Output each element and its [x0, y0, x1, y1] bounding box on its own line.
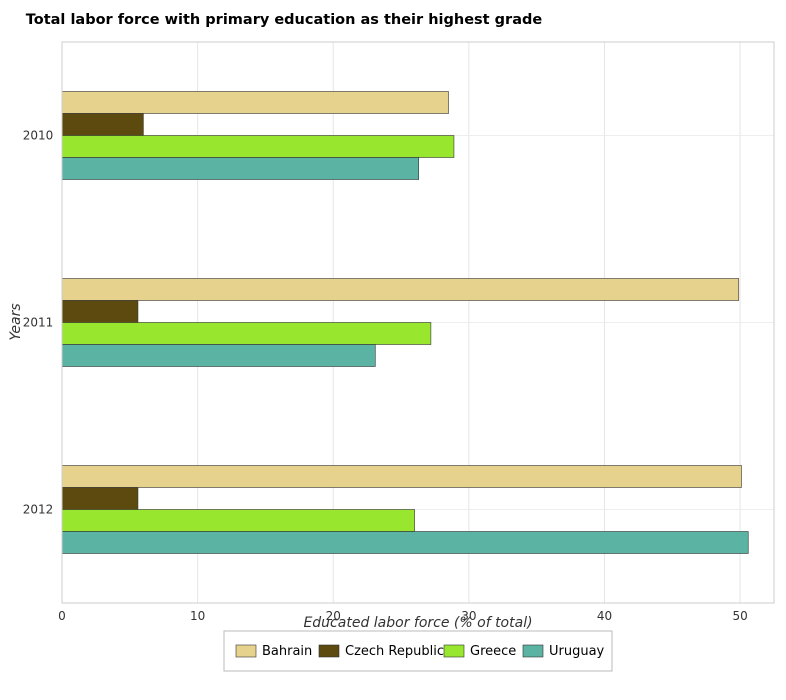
y-ticks: 2010 2011 2012	[23, 129, 54, 517]
bar-bahrain-2012	[61, 465, 742, 488]
bar-czech-republic-2012	[61, 487, 139, 510]
y-tick-label: 2011	[23, 316, 54, 330]
legend-label-uruguay: Uruguay	[549, 644, 605, 659]
x-tick-label: 20	[326, 609, 341, 623]
legend: Bahrain Czech Republic Greece Uruguay	[223, 630, 613, 672]
x-tick-label: 40	[597, 609, 612, 623]
bar-greece-2012	[61, 509, 415, 532]
legend-box	[223, 630, 613, 672]
x-ticks: 0 10 20 30 40 50	[58, 609, 748, 623]
bar-uruguay-2010	[61, 157, 419, 180]
legend-label-bahrain: Bahrain	[262, 644, 312, 659]
bar-czech-republic-2011	[61, 300, 139, 323]
y-axis-label: Years	[8, 303, 24, 340]
bar-uruguay-2012	[61, 531, 749, 554]
bar-bahrain-2011	[61, 278, 740, 301]
plot-frame	[61, 41, 775, 604]
y-tick-label: 2012	[23, 503, 54, 517]
chart-title: Total labor force with primary education…	[26, 12, 543, 28]
bar-czech-republic-2010	[61, 113, 144, 136]
legend-swatch-greece	[443, 644, 465, 658]
x-axis-label: Educated labor force (% of total)	[303, 615, 532, 631]
legend-swatch-bahrain	[235, 644, 257, 658]
legend-swatch-uruguay	[522, 644, 544, 658]
bar-greece-2011	[61, 322, 432, 345]
x-tick-label: 30	[461, 609, 476, 623]
x-tick-label: 10	[190, 609, 205, 623]
x-tick-label: 0	[58, 609, 66, 623]
bar-greece-2010	[61, 135, 455, 158]
x-tick-label: 50	[732, 609, 747, 623]
bar-uruguay-2011	[61, 344, 376, 367]
legend-swatch-czech-republic	[318, 644, 340, 658]
y-tick-label: 2010	[23, 129, 54, 143]
bar-bahrain-2010	[61, 91, 449, 114]
legend-label-greece: Greece	[470, 644, 516, 659]
legend-label-czech-republic: Czech Republic	[345, 644, 444, 659]
